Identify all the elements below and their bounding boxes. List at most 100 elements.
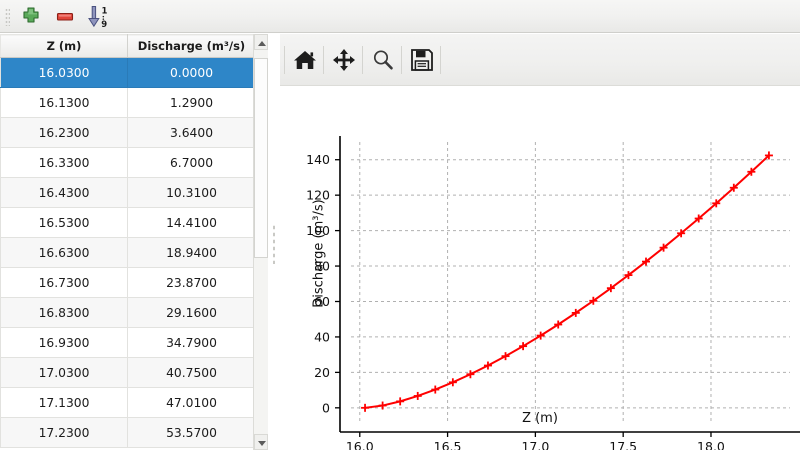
data-point-marker	[606, 284, 615, 293]
cell-z[interactable]: 16.4300	[0, 177, 128, 208]
cell-discharge[interactable]: 1.2900	[127, 87, 256, 118]
plot-canvas[interactable]: 0 20 40 60 80 100 120 140 16.0 16.5 17.0 17.5 18.0	[280, 86, 800, 450]
pan-button[interactable]	[329, 46, 359, 74]
cell-discharge[interactable]: 53.5700	[127, 417, 256, 448]
data-point-marker	[554, 320, 563, 329]
y-axis-title: Discharge (m³/s)	[311, 199, 327, 308]
table-row[interactable]: 16.7300 23.8700	[0, 267, 256, 298]
home-button[interactable]	[290, 46, 320, 74]
data-point-marker	[589, 296, 598, 305]
floppy-disk-save-icon	[411, 49, 433, 71]
svg-text:9: 9	[101, 20, 107, 30]
x-tick-label: 17.5	[609, 439, 637, 450]
cell-z[interactable]: 16.5300	[0, 207, 128, 238]
cell-z[interactable]: 16.8300	[0, 297, 128, 328]
cell-z[interactable]: 16.7300	[0, 267, 128, 298]
scroll-up-arrow-icon[interactable]	[254, 34, 268, 50]
minus-red-icon	[56, 12, 74, 21]
toolbar-separator	[284, 46, 285, 74]
toolbar-separator	[401, 46, 402, 74]
cell-z[interactable]: 17.2300	[0, 417, 128, 448]
column-header-discharge[interactable]: Discharge (m³/s)	[127, 34, 256, 58]
table-row[interactable]: 16.5300 14.4100	[0, 207, 256, 238]
data-point-marker	[448, 378, 457, 387]
remove-row-button[interactable]	[52, 4, 78, 30]
data-point-marker	[501, 352, 510, 361]
table-row[interactable]: 17.1300 47.0100	[0, 387, 256, 418]
data-point-marker	[659, 243, 668, 252]
y-tick-label: 100	[306, 223, 330, 238]
table-row[interactable]: 16.8300 29.1600	[0, 297, 256, 328]
data-point-marker	[764, 151, 773, 160]
data-point-marker	[431, 385, 440, 394]
table-row[interactable]: 16.4300 10.3100	[0, 177, 256, 208]
magnifier-zoom-icon	[373, 50, 393, 70]
main-toolbar: 1 9	[0, 0, 800, 33]
data-point-marker	[712, 199, 721, 208]
cell-discharge[interactable]: 23.8700	[127, 267, 256, 298]
data-point-marker	[361, 403, 370, 412]
cell-discharge[interactable]: 0.0000	[127, 57, 256, 88]
data-point-marker	[642, 257, 651, 266]
cell-discharge[interactable]: 34.7900	[127, 327, 256, 358]
cell-z[interactable]: 16.6300	[0, 237, 128, 268]
y-tick-label: 40	[314, 329, 330, 344]
chart-toolbar	[280, 34, 800, 86]
sort-ascending-button[interactable]: 1 9	[86, 4, 112, 30]
data-point-marker	[729, 183, 738, 192]
data-point-marker	[677, 229, 686, 238]
rating-curve-table[interactable]: Z (m) Discharge (m³/s) 16.0300 0.0000 16.1…	[0, 34, 256, 448]
cell-z[interactable]: 16.2300	[0, 117, 128, 148]
home-icon	[294, 51, 316, 69]
cell-discharge[interactable]: 47.0100	[127, 387, 256, 418]
data-point-marker	[396, 397, 405, 406]
table-row[interactable]: 16.3300 6.7000	[0, 147, 256, 178]
data-point-marker	[624, 271, 633, 280]
data-point-marker	[466, 370, 475, 379]
cell-discharge[interactable]: 6.7000	[127, 147, 256, 178]
column-header-z[interactable]: Z (m)	[0, 34, 128, 58]
cell-z[interactable]: 16.0300	[0, 57, 128, 88]
cell-discharge[interactable]: 14.4100	[127, 207, 256, 238]
y-tick-label: 80	[314, 259, 330, 274]
cell-discharge[interactable]: 40.7500	[127, 357, 256, 388]
add-row-button[interactable]	[18, 4, 44, 30]
save-button[interactable]	[407, 46, 437, 74]
zoom-button[interactable]	[368, 46, 398, 74]
scrollbar-thumb[interactable]	[254, 58, 268, 258]
rating-curve-plot[interactable]: 0 20 40 60 80 100 120 140 16.0 16.5 17.0 17.5 18.0 D…	[280, 86, 800, 450]
table-row[interactable]: 17.0300 40.7500	[0, 357, 256, 388]
table-row[interactable]: 16.1300 1.2900	[0, 87, 256, 118]
data-line	[364, 154, 770, 409]
y-tick-label: 120	[306, 188, 330, 203]
scroll-down-arrow-icon[interactable]	[254, 434, 268, 450]
data-point-marker	[483, 361, 492, 370]
cell-discharge[interactable]: 10.3100	[127, 177, 256, 208]
table-row[interactable]: 17.2300 53.5700	[0, 417, 256, 448]
cell-discharge[interactable]: 29.1600	[127, 297, 256, 328]
cell-discharge[interactable]: 3.6400	[127, 117, 256, 148]
y-tick-label: 60	[314, 294, 330, 309]
cell-z[interactable]: 16.3300	[0, 147, 128, 178]
table-row[interactable]: 16.9300 34.7900	[0, 327, 256, 358]
data-point-marker	[413, 391, 422, 400]
table-row[interactable]: 16.2300 3.6400	[0, 117, 256, 148]
cell-discharge[interactable]: 18.9400	[127, 237, 256, 268]
toolbar-separator	[323, 46, 324, 74]
cell-z[interactable]: 17.1300	[0, 387, 128, 418]
table-row[interactable]: 16.0300 0.0000	[0, 57, 256, 88]
y-tick-label: 0	[322, 400, 330, 415]
sort-1-9-down-arrow-icon: 1 9	[88, 6, 108, 30]
panel-splitter[interactable]	[268, 34, 280, 450]
toolbar-drag-handle[interactable]	[5, 8, 10, 26]
toolbar-separator	[440, 46, 441, 74]
data-point-marker	[747, 167, 756, 176]
cell-z[interactable]: 17.0300	[0, 357, 128, 388]
cell-z[interactable]: 16.1300	[0, 87, 128, 118]
x-axis-title: Z (m)	[522, 411, 558, 426]
table-row[interactable]: 16.6300 18.9400	[0, 237, 256, 268]
svg-text:1: 1	[102, 7, 108, 17]
table-vertical-scrollbar[interactable]	[253, 34, 268, 450]
cell-z[interactable]: 16.9300	[0, 327, 128, 358]
